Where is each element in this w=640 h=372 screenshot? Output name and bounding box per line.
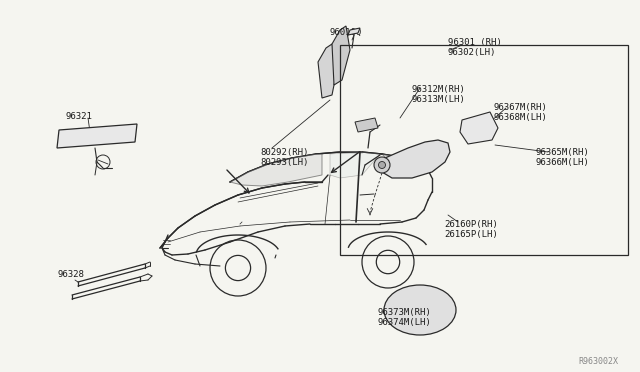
Text: 96365M(RH)
96366M(LH): 96365M(RH) 96366M(LH) bbox=[535, 148, 589, 167]
Text: 96321: 96321 bbox=[66, 112, 93, 121]
Text: 96312M(RH)
96313M(LH): 96312M(RH) 96313M(LH) bbox=[412, 85, 466, 105]
Text: 80292(RH)
80293(LH): 80292(RH) 80293(LH) bbox=[260, 148, 308, 167]
Text: 26160P(RH)
26165P(LH): 26160P(RH) 26165P(LH) bbox=[444, 220, 498, 240]
Polygon shape bbox=[355, 118, 378, 132]
Polygon shape bbox=[382, 154, 428, 172]
Circle shape bbox=[378, 161, 385, 169]
Text: 96301 (RH)
96302(LH): 96301 (RH) 96302(LH) bbox=[448, 38, 502, 57]
Text: 96010Q: 96010Q bbox=[330, 28, 362, 37]
Text: R963002X: R963002X bbox=[578, 357, 618, 366]
Polygon shape bbox=[230, 154, 322, 186]
Polygon shape bbox=[382, 140, 450, 178]
Polygon shape bbox=[332, 26, 350, 85]
Polygon shape bbox=[348, 28, 360, 35]
Ellipse shape bbox=[384, 285, 456, 335]
Text: 96328: 96328 bbox=[58, 270, 85, 279]
Polygon shape bbox=[57, 124, 137, 148]
Circle shape bbox=[374, 157, 390, 173]
Polygon shape bbox=[330, 152, 380, 178]
Text: 96367M(RH)
96368M(LH): 96367M(RH) 96368M(LH) bbox=[493, 103, 547, 122]
Polygon shape bbox=[460, 112, 498, 144]
Bar bbox=[340, 45, 628, 255]
Polygon shape bbox=[318, 44, 338, 98]
Text: 96373M(RH)
96374M(LH): 96373M(RH) 96374M(LH) bbox=[378, 308, 432, 327]
